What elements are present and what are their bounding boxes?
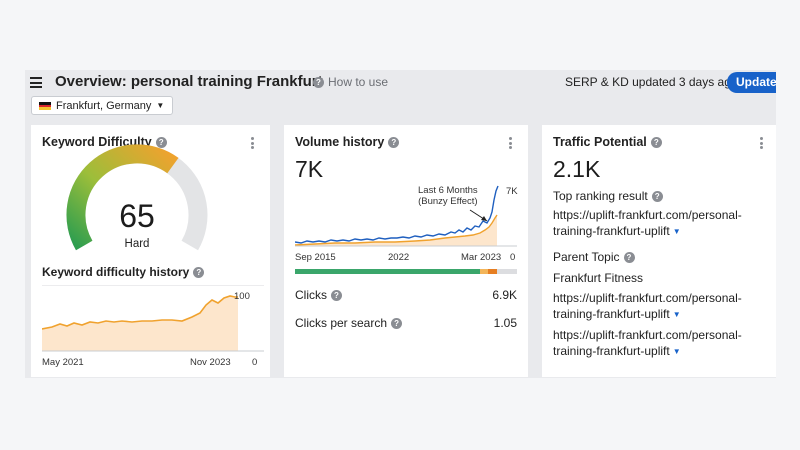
clicks-organic-segment: [295, 269, 480, 274]
clicks-paid-segment: [480, 269, 488, 274]
volume-x-tick-3: Mar 2023: [461, 252, 502, 263]
question-circle-icon[interactable]: ?: [388, 137, 400, 149]
volume-y-min: 0: [510, 252, 516, 263]
germany-flag-icon: [39, 102, 51, 110]
kd-history-xstart: May 2021: [42, 357, 84, 368]
clicks-ads-segment: [488, 269, 497, 274]
kd-gauge: [66, 144, 208, 251]
app-window: Overview: personal training Frankfurt ? H…: [25, 70, 776, 378]
parent-topic-url-2[interactable]: https://uplift-frankfurt.com/personal-tr…: [553, 327, 768, 360]
volume-x-tick-2: 2022: [388, 252, 410, 263]
question-circle-icon[interactable]: ?: [391, 318, 403, 330]
volume-x-tick-1: Sep 2015: [295, 252, 336, 263]
kd-history-line: [42, 295, 238, 330]
clicks-none-segment: [497, 269, 517, 274]
top-ranking-label-text: Top ranking result: [553, 189, 648, 203]
top-ranking-url-text: https://uplift-frankfurt.com/personal-tr…: [553, 208, 742, 238]
clicks-label: Clicks?: [295, 288, 342, 302]
caret-down-icon[interactable]: ▼: [672, 227, 681, 236]
chevron-down-icon: ▼: [156, 101, 165, 110]
top-ranking-url[interactable]: https://uplift-frankfurt.com/personal-tr…: [553, 207, 768, 240]
volume-search-line: [295, 185, 499, 244]
kd-history-xend: Nov 2023: [190, 357, 231, 368]
more-options-icon[interactable]: [251, 137, 255, 149]
how-to-use-label: How to use: [328, 75, 389, 89]
kd-history-ymax: 100: [234, 291, 250, 302]
kd-history-chart: [42, 285, 264, 352]
cps-label: Clicks per search?: [295, 316, 403, 330]
more-options-icon[interactable]: [760, 137, 764, 149]
parent-url-2-text: https://uplift-frankfurt.com/personal-tr…: [553, 328, 742, 358]
parent-topic-label: Parent Topic?: [553, 250, 635, 264]
question-circle-icon[interactable]: ?: [155, 137, 167, 149]
kd-history-ymin: 0: [252, 357, 258, 368]
kd-score: 65: [119, 198, 155, 234]
traffic-potential-card: Traffic Potential? 2.1K Top ranking resu…: [542, 125, 776, 377]
kd-level-label: Hard: [124, 238, 150, 250]
volume-end-label: 7K: [506, 186, 518, 197]
question-circle-icon[interactable]: ?: [623, 252, 635, 264]
location-dropdown[interactable]: Frankfurt, Germany ▼: [31, 96, 174, 115]
cps-label-text: Clicks per search: [295, 316, 388, 330]
more-options-icon[interactable]: [509, 137, 513, 149]
cps-value: 1.05: [493, 316, 517, 330]
clicks-value: 6.9K: [492, 288, 517, 302]
keyword-difficulty-card: Keyword Difficulty? 65 Hard Keyword diff…: [31, 125, 270, 377]
caret-down-icon[interactable]: ▼: [672, 347, 681, 356]
volume-history-card: Volume history? 7K Last 6 Months (Bunzy E…: [284, 125, 528, 377]
kd-history-area: [42, 296, 238, 351]
parent-url-1-text: https://uplift-frankfurt.com/personal-tr…: [553, 291, 742, 321]
volume-annotation-arrowhead: [481, 216, 487, 221]
parent-topic-url-1[interactable]: https://uplift-frankfurt.com/personal-tr…: [553, 290, 768, 323]
question-circle-icon: ?: [313, 77, 324, 89]
question-circle-icon[interactable]: ?: [193, 267, 205, 279]
annotation-line-2: (Bunzy Effect): [418, 196, 478, 207]
volume-card-title: Volume history?: [295, 135, 400, 149]
volume-annotation: Last 6 Months (Bunzy Effect): [418, 185, 478, 207]
location-value: Frankfurt, Germany: [56, 100, 152, 112]
parent-topic-label-text: Parent Topic: [553, 250, 620, 264]
question-circle-icon[interactable]: ?: [331, 290, 342, 302]
clicks-distribution-bar: [295, 269, 517, 274]
volume-chart: [295, 185, 517, 247]
volume-clicks-line: [295, 214, 498, 246]
clicks-label-text: Clicks: [295, 288, 327, 302]
traffic-potential-value: 2.1K: [553, 156, 601, 182]
kd-history-title-text: Keyword difficulty history: [42, 265, 190, 279]
tp-title-text: Traffic Potential: [553, 135, 647, 149]
kd-gauge-fill: [66, 144, 179, 251]
volume-value: 7K: [295, 156, 324, 182]
question-circle-icon[interactable]: ?: [651, 191, 663, 203]
tp-card-title: Traffic Potential?: [553, 135, 662, 149]
top-bar: Overview: personal training Frankfurt ? H…: [25, 70, 776, 96]
update-button[interactable]: Update: [727, 72, 776, 93]
top-ranking-label: Top ranking result?: [553, 189, 663, 203]
page-title: Overview: personal training Frankfurt: [55, 73, 323, 90]
parent-topic-value[interactable]: Frankfurt Fitness: [553, 271, 644, 285]
hamburger-menu-icon[interactable]: [30, 77, 42, 88]
serp-status-text: SERP & KD updated 3 days ago.: [565, 75, 741, 89]
kd-history-title: Keyword difficulty history?: [42, 265, 205, 279]
caret-down-icon[interactable]: ▼: [672, 310, 681, 319]
volume-title-text: Volume history: [295, 135, 385, 149]
annotation-line-1: Last 6 Months: [418, 185, 478, 196]
question-circle-icon[interactable]: ?: [650, 137, 662, 149]
how-to-use-link[interactable]: ? How to use: [313, 75, 388, 89]
